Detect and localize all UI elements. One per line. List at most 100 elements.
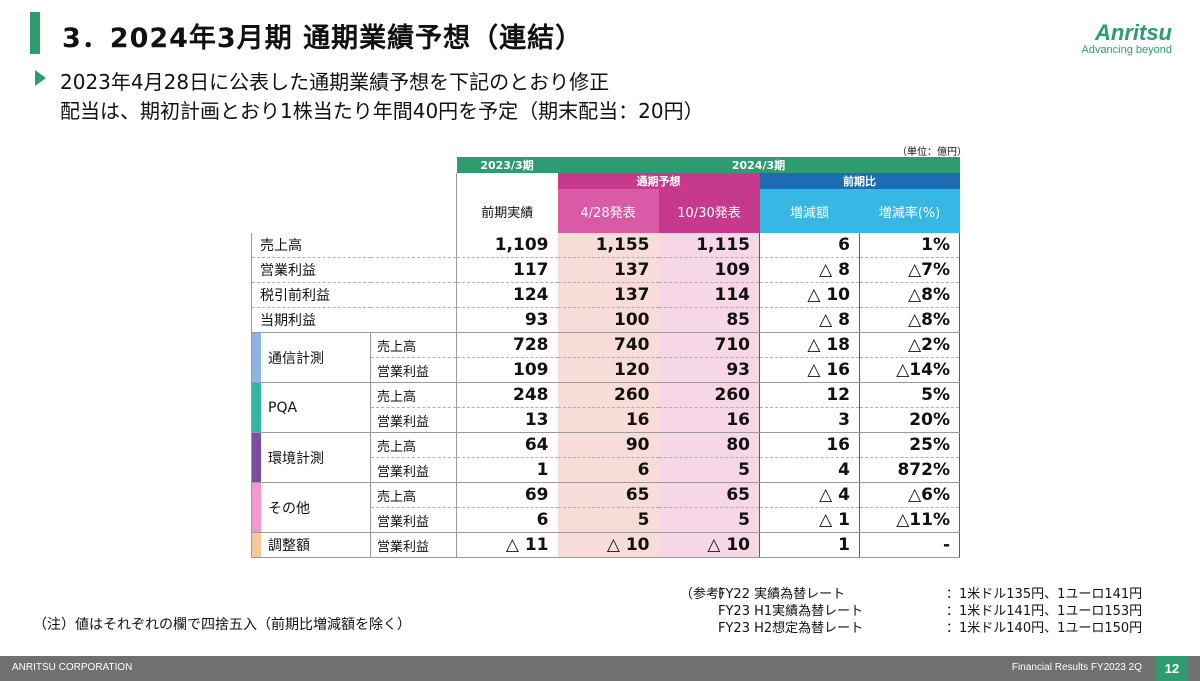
- value-oct: △ 10: [658, 532, 760, 558]
- segment-color-bar: [252, 383, 261, 432]
- sub-label: 売上高: [370, 332, 457, 358]
- value-apr: 740: [557, 332, 659, 358]
- fx-ref-prefix: （参考）: [680, 587, 733, 602]
- value-oct: 1,115: [658, 233, 760, 258]
- value-pct: 872%: [859, 457, 960, 483]
- value-oct: 114: [658, 282, 760, 308]
- value-apr: 137: [557, 257, 659, 283]
- value-pct: -: [859, 532, 960, 558]
- value-pct: △2%: [859, 332, 960, 358]
- title-accent-bar: [30, 12, 40, 54]
- header-change-rate: 増減率(%): [859, 189, 960, 233]
- value-pct: △6%: [859, 482, 960, 508]
- header-fy2023: 2023/3期: [456, 157, 558, 173]
- value-prev: 248: [456, 382, 558, 408]
- value-apr: 120: [557, 357, 659, 383]
- segment-name: その他: [268, 500, 310, 517]
- value-prev: 117: [456, 257, 558, 283]
- value-pct: 5%: [859, 382, 960, 408]
- logo-wordmark: Anritsu: [1095, 20, 1172, 45]
- fx-label: FY23 H2想定為替レート: [718, 621, 864, 636]
- value-apr: 137: [557, 282, 659, 308]
- header-forecast: 通期予想: [557, 173, 760, 189]
- rounding-note: （注）値はそれぞれの欄で四捨五入（前期比増減額を除く）: [33, 617, 411, 633]
- value-prev: 13: [456, 407, 558, 433]
- value-prev: 69: [456, 482, 558, 508]
- value-prev: 1: [456, 457, 558, 483]
- segment-name: 通信計測: [268, 350, 324, 367]
- row-label: 営業利益: [251, 257, 457, 283]
- table-row: 営業利益 117 137 109 △ 8 △7%: [251, 257, 960, 283]
- value-apr: 1,155: [557, 233, 659, 258]
- value-apr: 90: [557, 432, 659, 458]
- segment-name: 調整額: [268, 538, 310, 554]
- value-chg: 6: [759, 233, 860, 258]
- value-oct: 109: [658, 257, 760, 283]
- header-change-amount: 増減額: [759, 189, 860, 233]
- sub-label: 売上高: [370, 432, 457, 458]
- value-chg: 4: [759, 457, 860, 483]
- unit-label: （単位：億円）: [897, 147, 967, 158]
- sub-label: 営業利益: [370, 532, 457, 558]
- segment-color-bar: [252, 333, 261, 382]
- intro-line-1: 2023年4月28日に公表した通期業績予想を下記のとおり修正: [60, 70, 610, 94]
- value-apr: 100: [557, 307, 659, 333]
- value-apr: 260: [557, 382, 659, 408]
- forecast-table: 2023/3期 2024/3期 通期予想 前期比 前期実績 4/28発表 10/…: [251, 157, 960, 558]
- footer-document: Financial Results FY2023 2Q: [1011, 662, 1142, 673]
- value-pct: △7%: [859, 257, 960, 283]
- segment-color-bar: [252, 483, 261, 532]
- value-prev: 6: [456, 507, 558, 533]
- segment-label: その他: [251, 482, 371, 533]
- segment-name: PQA: [268, 399, 298, 416]
- segment-name: 環境計測: [268, 450, 324, 467]
- footer-company: ANRITSU CORPORATION: [12, 662, 133, 673]
- table-row: 税引前利益 124 137 114 △ 10 △8%: [251, 282, 960, 308]
- value-pct: △8%: [859, 307, 960, 333]
- sub-label: 営業利益: [370, 507, 457, 533]
- table-row: 調整額 営業利益 △ 11 △ 10 △ 10 1-: [251, 532, 960, 558]
- footer-bar: ANRITSU CORPORATION Financial Results FY…: [0, 656, 1200, 681]
- triangle-bullet-icon: [35, 70, 46, 86]
- value-apr: 16: [557, 407, 659, 433]
- row-label: 当期利益: [251, 307, 457, 333]
- value-chg: △ 1: [759, 507, 860, 533]
- value-chg: △ 8: [759, 307, 860, 333]
- intro-line-2: 配当は、期初計画とおり1株当たり年間40円を予定（期末配当：20円）: [60, 99, 704, 123]
- table-row: 営業利益 6 5 5 △ 1 △11%: [252, 507, 960, 533]
- table-row: 営業利益 109 120 93 △ 16 △14%: [252, 357, 960, 383]
- value-prev: 1,109: [456, 233, 558, 258]
- value-oct: 85: [658, 307, 760, 333]
- value-chg: 16: [759, 432, 860, 458]
- value-prev: 109: [456, 357, 558, 383]
- table-row: 環境計測 売上高 64 90 80 16 25%: [251, 432, 960, 483]
- value-prev: 728: [456, 332, 558, 358]
- page-number: 12: [1156, 656, 1188, 681]
- page-title: 3．2024年3月期 通期業績予想（連結）: [62, 23, 584, 54]
- segment-label: 環境計測: [251, 432, 371, 483]
- segment-color-bar: [252, 433, 261, 482]
- value-pct: △11%: [859, 507, 960, 533]
- row-label: 売上高: [251, 233, 457, 258]
- value-apr: 5: [557, 507, 659, 533]
- value-pct: △14%: [859, 357, 960, 383]
- fx-value: ：1米ドル140円、1ユーロ150円: [946, 621, 1143, 636]
- fx-label: FY22 実績為替レート: [718, 587, 846, 602]
- table-row: 売上高 1,109 1,155 1,115 6 1%: [251, 233, 960, 258]
- sub-label: 営業利益: [370, 357, 457, 383]
- value-chg: △ 18: [759, 332, 860, 358]
- value-pct: 20%: [859, 407, 960, 433]
- header-apr28: 4/28発表: [557, 189, 659, 233]
- value-prev: △ 11: [456, 532, 558, 558]
- value-pct: △8%: [859, 282, 960, 308]
- value-oct: 5: [658, 457, 760, 483]
- row-label: 税引前利益: [251, 282, 457, 308]
- value-apr: 6: [557, 457, 659, 483]
- value-pct: 1%: [859, 233, 960, 258]
- value-apr: △ 10: [557, 532, 659, 558]
- value-pct: 25%: [859, 432, 960, 458]
- value-prev: 93: [456, 307, 558, 333]
- table-row: 営業利益 1 6 5 4 872%: [252, 457, 960, 483]
- segment-label: PQA: [251, 382, 371, 433]
- company-logo: Anritsu Advancing beyond: [1081, 22, 1172, 57]
